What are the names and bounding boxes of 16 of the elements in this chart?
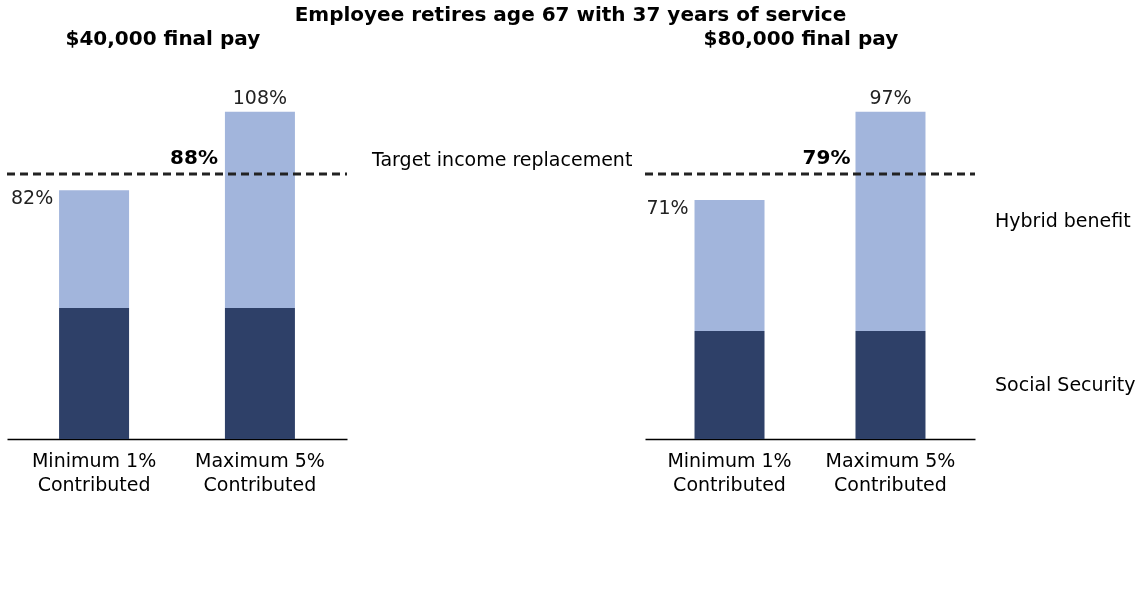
text: Social Security — [995, 373, 1136, 395]
annotation: 71% — [646, 196, 689, 219]
x-tick-label: Maximum 5% Contributed — [825, 448, 956, 495]
chart-subtitle: $40,000 final pay — [65, 26, 261, 50]
text: Target income replacement — [371, 147, 633, 170]
annotation: 108% — [232, 85, 288, 108]
chart-subtitle: $80,000 final pay — [703, 26, 899, 50]
annotation: 79% — [802, 144, 851, 169]
text: Hybrid benefit — [995, 209, 1131, 232]
x-tick-label: Minimum 1% Contributed — [667, 448, 792, 495]
x-tick-label: Minimum 1% Contributed — [31, 448, 157, 495]
text: Employee retires age 67 with 37 years of service — [294, 2, 847, 26]
x-tick-label: Maximum 5% Contributed — [195, 448, 325, 495]
annotation: 97% — [869, 85, 912, 108]
annotation: 82% — [10, 186, 54, 209]
annotation: 88% — [170, 144, 218, 169]
